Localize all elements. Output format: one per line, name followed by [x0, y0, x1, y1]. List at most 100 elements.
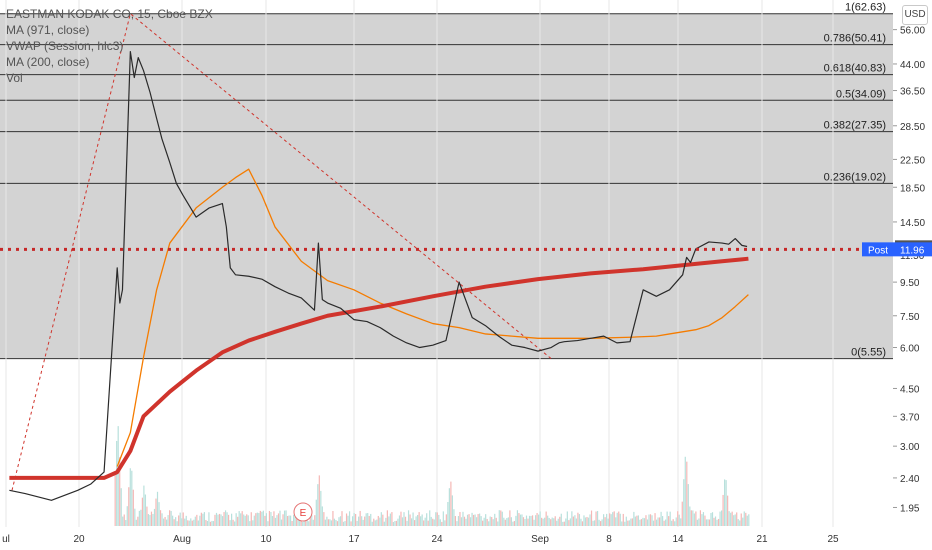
volume-bar [238, 511, 240, 526]
legend-vwap[interactable]: VWAP (Session, hlc3) [6, 39, 124, 53]
volume-bar [485, 514, 487, 526]
volume-bar [745, 512, 747, 526]
volume-bar [395, 520, 398, 526]
volume-bar [398, 515, 401, 526]
volume-bar [593, 520, 596, 526]
volume-bar [479, 513, 481, 526]
volume-bar [521, 514, 523, 526]
volume-bar [500, 510, 502, 526]
volume-bar [144, 494, 147, 526]
volume-bar [630, 518, 632, 526]
volume-bar [383, 521, 385, 526]
volume-bar [648, 514, 650, 526]
volume-bar [548, 517, 550, 526]
volume-bar [662, 516, 664, 526]
volume-bar [442, 511, 444, 526]
volume-bar [684, 456, 686, 526]
volume-bar [488, 521, 490, 526]
volume-bar [170, 510, 172, 526]
volume-bar [651, 515, 653, 526]
volume-bar [536, 513, 538, 526]
volume-bar [380, 512, 382, 526]
volume-bar [199, 515, 201, 526]
volume-bar [296, 518, 298, 526]
volume-bar [305, 518, 307, 526]
volume-bar [221, 516, 224, 526]
volume-bar [619, 513, 621, 526]
volume-bar [185, 515, 187, 526]
volume-bar [165, 519, 168, 526]
volume-bar [137, 516, 139, 526]
volume-bar [504, 519, 506, 526]
y-tick-label: 56.00 [900, 26, 925, 37]
volume-bar [534, 515, 537, 526]
y-tick-label: 6.00 [900, 344, 920, 355]
volume-bar [522, 517, 525, 526]
volume-bar [327, 519, 329, 526]
legend-volume[interactable]: Vol [6, 71, 23, 85]
volume-bar [333, 518, 336, 526]
volume-bar [553, 518, 555, 526]
volume-bar [730, 512, 732, 526]
volume-bar [351, 516, 354, 526]
post-price-tag [895, 242, 932, 257]
volume-bar [208, 512, 210, 526]
volume-bar [575, 518, 578, 526]
volume-bar [318, 475, 320, 526]
volume-bar [415, 516, 417, 526]
volume-bar [566, 511, 568, 526]
volume-bar [503, 517, 505, 526]
volume-bar [494, 513, 496, 526]
volume-bar [646, 519, 649, 526]
volume-bar [474, 514, 476, 526]
volume-bar [736, 512, 738, 526]
volume-bar [258, 512, 260, 526]
volume-bar [232, 519, 234, 526]
volume-bar [600, 521, 602, 526]
volume-bar [708, 519, 711, 526]
volume-bar [541, 517, 543, 526]
x-tick-label: ul [2, 534, 10, 545]
volume-bar [739, 520, 741, 526]
volume-bar [191, 520, 193, 526]
volume-bar [200, 512, 202, 526]
volume-bar [460, 517, 463, 526]
legend-ma200[interactable]: MA (200, close) [6, 55, 90, 69]
volume-bar [181, 518, 183, 526]
volume-bar [680, 518, 682, 526]
volume-bar [533, 519, 535, 526]
volume-bar [341, 511, 343, 526]
volume-bar [489, 516, 491, 526]
volume-bar [606, 513, 608, 526]
volume-bar [223, 512, 225, 526]
volume-bar [241, 511, 243, 526]
volume-bar [436, 512, 438, 526]
volume-bar [294, 510, 296, 526]
x-tick-label: 20 [73, 534, 85, 545]
volume-bar [660, 511, 662, 526]
volume-bar [320, 490, 322, 526]
volume-bar [702, 512, 705, 526]
legend-ma971[interactable]: MA (971, close) [6, 23, 90, 37]
volume-bar [211, 520, 213, 526]
volume-bar [516, 510, 519, 526]
volume-bar [265, 513, 267, 526]
volume-bar [226, 512, 228, 526]
volume-bar [705, 519, 708, 526]
volume-bar [184, 518, 186, 526]
post-tag [862, 242, 895, 257]
y-tick-label: 36.50 [900, 87, 925, 98]
trend-line [11, 12, 552, 491]
volume-bar [649, 514, 652, 526]
volume-bar [309, 513, 311, 526]
volume-bar [409, 514, 411, 526]
x-tick-label: 25 [827, 534, 839, 545]
currency-button[interactable]: USD [902, 5, 928, 25]
symbol-title[interactable]: EASTMAN KODAK CO, 15, Cboe BZX [6, 7, 213, 21]
volume-bar [243, 514, 245, 526]
fibonacci-bands: 1(62.63) 0.786(50.41) 0.618(40.83) 0.5(34.0… [0, 2, 893, 360]
volume-bar [114, 472, 116, 526]
volume-bar [519, 514, 522, 526]
